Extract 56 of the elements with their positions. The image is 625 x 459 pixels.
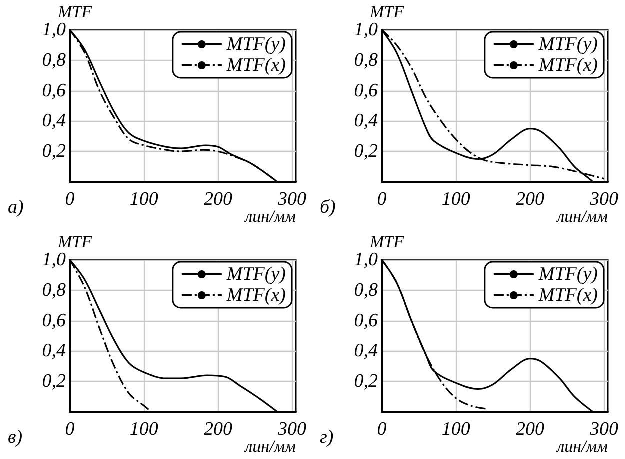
y-tick-label: 0,4 bbox=[354, 340, 378, 362]
y-tick-label: 0,6 bbox=[42, 80, 66, 102]
y-tick-label: 1,0 bbox=[42, 20, 66, 40]
y-axis-title: MTF bbox=[369, 232, 405, 252]
y-tick-label: 0,4 bbox=[354, 110, 378, 132]
x-tick-label: 200 bbox=[516, 189, 545, 210]
x-axis-title: лин/мм bbox=[244, 207, 296, 226]
legend-label: MTF(x) bbox=[538, 55, 598, 76]
x-tick-label: 300 bbox=[589, 189, 620, 210]
x-tick-label: 100 bbox=[130, 189, 159, 210]
text: а) bbox=[8, 197, 24, 218]
x-tick-label: 100 bbox=[130, 419, 159, 440]
x-axis-title: лин/мм bbox=[556, 437, 608, 456]
text: б) bbox=[320, 197, 336, 218]
y-tick-label: 0,6 bbox=[354, 80, 378, 102]
y-tick-label: 0,8 bbox=[42, 280, 66, 301]
x-tick-label: 0 bbox=[377, 419, 388, 440]
x-tick-label: 300 bbox=[589, 419, 620, 440]
y-tick-label: 0,2 bbox=[354, 141, 378, 162]
legend-label: MTF(y) bbox=[538, 34, 598, 55]
x-axis-title: лин/мм bbox=[556, 207, 608, 226]
x-tick-label: 0 bbox=[377, 189, 388, 210]
x-tick-label: 0 bbox=[65, 189, 76, 210]
y-tick-label: 0,8 bbox=[354, 280, 378, 301]
y-tick-label: 0,8 bbox=[354, 50, 378, 71]
text: в) bbox=[8, 427, 23, 448]
y-axis-title: MTF bbox=[369, 2, 405, 22]
x-tick-label: 100 bbox=[442, 419, 471, 440]
x-tick-label: 300 bbox=[277, 189, 308, 210]
legend-label: MTF(x) bbox=[226, 285, 286, 306]
y-tick-label: 0,6 bbox=[354, 310, 378, 332]
y-tick-label: 0,2 bbox=[354, 371, 378, 392]
x-tick-label: 200 bbox=[204, 419, 233, 440]
x-axis-title: лин/мм bbox=[244, 437, 296, 456]
x-tick-label: 100 bbox=[442, 189, 471, 210]
y-tick-label: 0,2 bbox=[42, 371, 66, 392]
legend-label: MTF(x) bbox=[538, 285, 598, 306]
y-tick-label: 1,0 bbox=[42, 250, 66, 270]
y-axis-title: MTF bbox=[57, 232, 93, 252]
text: г) bbox=[320, 427, 334, 448]
x-tick-label: 200 bbox=[204, 189, 233, 210]
x-tick-label: 200 bbox=[516, 419, 545, 440]
y-tick-label: 0,4 bbox=[42, 110, 66, 132]
y-tick-label: 0,8 bbox=[42, 50, 66, 71]
legend-label: MTF(x) bbox=[226, 55, 286, 76]
x-tick-label: 300 bbox=[277, 419, 308, 440]
legend-label: MTF(y) bbox=[538, 264, 598, 285]
y-tick-label: 0,4 bbox=[42, 340, 66, 362]
legend-label: MTF(y) bbox=[226, 264, 286, 285]
y-axis-title: MTF bbox=[57, 2, 93, 22]
y-tick-label: 0,2 bbox=[42, 141, 66, 162]
y-tick-label: 1,0 bbox=[354, 250, 378, 270]
y-tick-label: 0,6 bbox=[42, 310, 66, 332]
legend-label: MTF(y) bbox=[226, 34, 286, 55]
x-tick-label: 0 bbox=[65, 419, 76, 440]
y-tick-label: 1,0 bbox=[354, 20, 378, 40]
